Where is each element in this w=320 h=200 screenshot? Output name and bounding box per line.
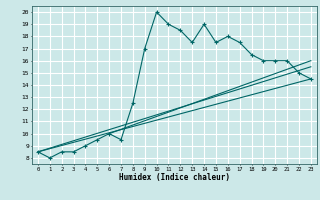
X-axis label: Humidex (Indice chaleur): Humidex (Indice chaleur)	[119, 173, 230, 182]
